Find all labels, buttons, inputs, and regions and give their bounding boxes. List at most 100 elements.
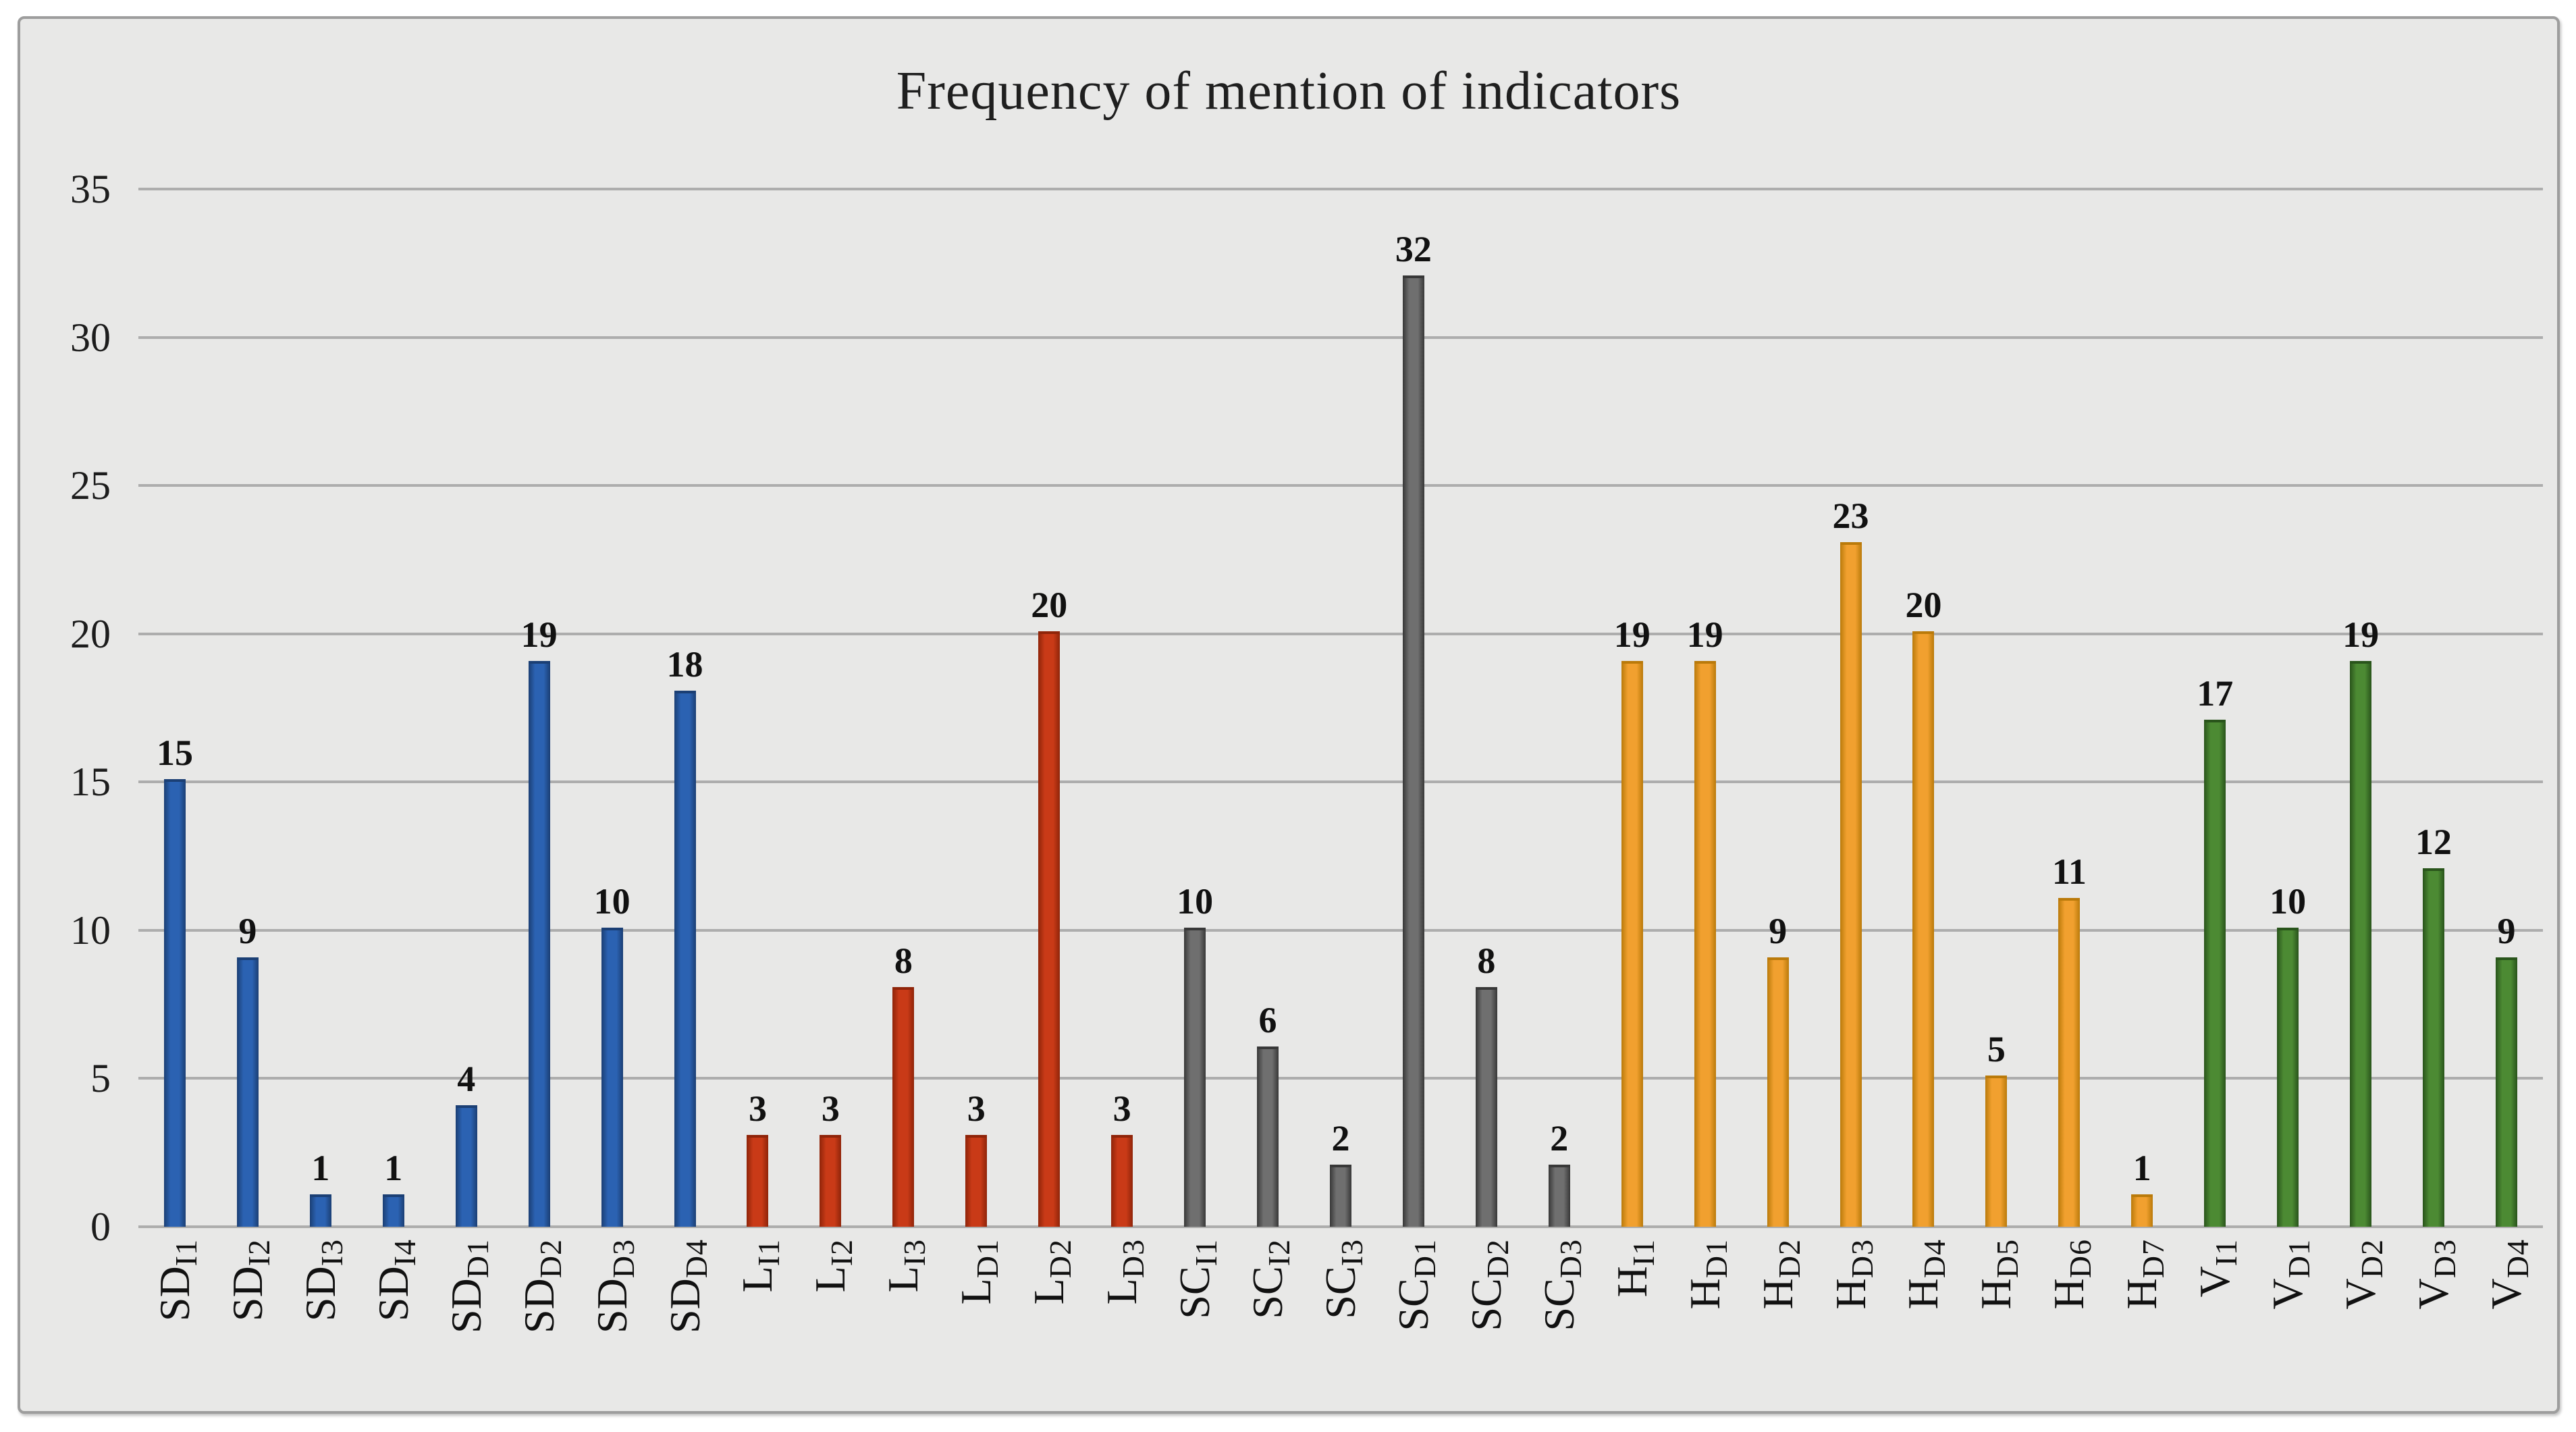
bar-column-HD2: 9 HD2 — [1742, 189, 1815, 1310]
x-label-main: SD — [223, 1266, 271, 1322]
x-label-main: H — [1972, 1278, 2020, 1310]
x-label-subscript: D1 — [2282, 1239, 2317, 1279]
x-label-main: SC — [1534, 1278, 1583, 1331]
x-label-main: SC — [1389, 1278, 1437, 1331]
bar-SCI2 — [1257, 1046, 1279, 1227]
bar-SCD3 — [1548, 1165, 1570, 1227]
x-label-subscript: D2 — [2355, 1239, 2390, 1279]
bar-SDD4 — [674, 690, 696, 1227]
gridline — [138, 928, 2543, 932]
x-label-main: SD — [296, 1266, 344, 1322]
bar-VD1 — [2277, 927, 2299, 1227]
x-label-subscript: I3 — [314, 1239, 349, 1267]
bar-value-label: 5 — [1987, 1029, 2006, 1070]
y-axis-tick-label: 20 — [70, 611, 111, 656]
gridline — [138, 1077, 2543, 1080]
bar-column-SDI2: 9 SDI2 — [211, 189, 284, 1321]
gridline — [138, 1225, 2543, 1228]
x-label-main: H — [2045, 1278, 2093, 1310]
bar-VD4 — [2495, 957, 2517, 1227]
x-label-main: SD — [369, 1266, 417, 1322]
bar-HD2 — [1767, 957, 1789, 1227]
chart-title: Frequency of mention of indicators — [896, 61, 1682, 121]
bar-column-HD4: 20 HD4 — [1887, 189, 1960, 1310]
bar-column-HD1: 19 HD1 — [1669, 189, 1742, 1310]
bar-HD4 — [1912, 631, 1935, 1227]
x-axis-category-label: HI1 — [1608, 1239, 1661, 1398]
x-label-subscript: D7 — [2136, 1239, 2171, 1279]
x-axis-category-label: VD2 — [2336, 1239, 2389, 1398]
x-axis-category-label: LI3 — [879, 1239, 932, 1398]
bar-column-LI1: 3 LI1 — [722, 189, 795, 1292]
x-label-main: SC — [1461, 1278, 1510, 1331]
bar-value-label: 3 — [821, 1088, 840, 1130]
bar-column-VD4: 9 VD4 — [2470, 189, 2543, 1310]
bars-container: 15 SDI1 9 SDI2 1 SDI3 1 SDI4 4 SDD1 19 SDD2 10 SDD3 18… — [138, 189, 2543, 1334]
x-label-subscript: I1 — [168, 1239, 203, 1267]
bar-column-SDD3: 10 SDD3 — [576, 189, 649, 1333]
bar-SDD3 — [601, 927, 623, 1227]
x-axis-category-label: LD2 — [1025, 1239, 1077, 1398]
y-axis-tick-label: 35 — [70, 167, 111, 211]
x-label-subscript: D2 — [1771, 1239, 1806, 1279]
bar-value-label: 19 — [2342, 614, 2380, 655]
bar-column-SCD2: 8 SCD2 — [1450, 189, 1523, 1331]
bar-column-SCD1: 32 SCD1 — [1377, 189, 1450, 1331]
gridline — [138, 188, 2543, 190]
bar-SDI2 — [236, 957, 259, 1227]
x-label-subscript: D2 — [1480, 1239, 1515, 1279]
x-label-subscript: D4 — [2500, 1239, 2535, 1279]
bar-column-SDD4: 18 SDD4 — [649, 189, 722, 1334]
x-label-subscript: D1 — [1698, 1239, 1734, 1279]
bar-value-label: 10 — [2270, 880, 2307, 922]
x-label-subscript: I1 — [1189, 1239, 1224, 1267]
x-axis-category-label: VD4 — [2482, 1239, 2535, 1398]
bar-value-label: 9 — [1769, 910, 1788, 951]
x-axis-category-label: VD1 — [2263, 1239, 2316, 1398]
bar-value-label: 19 — [520, 614, 558, 655]
x-label-main: L — [1025, 1278, 1073, 1305]
x-label-subscript: D2 — [1043, 1239, 1078, 1279]
x-axis-category-label: HD6 — [2045, 1239, 2097, 1398]
x-axis-category-label: SDI4 — [369, 1239, 422, 1398]
x-label-main: L — [733, 1266, 782, 1293]
bar-HD6 — [2058, 897, 2081, 1227]
bar-value-label: 18 — [666, 643, 703, 685]
x-label-subscript: I2 — [824, 1239, 859, 1267]
bar-column-LI3: 8 LI3 — [867, 189, 940, 1293]
bar-HI1 — [1621, 660, 1643, 1227]
bar-column-SDD1: 4 SDD1 — [430, 189, 503, 1333]
x-axis-category-label: SCD2 — [1461, 1239, 1515, 1398]
bar-value-label: 12 — [2415, 822, 2452, 863]
gridline — [138, 484, 2543, 487]
bar-value-label: 1 — [311, 1148, 330, 1189]
x-axis-category-label: HD5 — [1972, 1239, 2024, 1398]
x-axis-category-label: SDD3 — [588, 1239, 641, 1398]
bar-value-label: 2 — [1331, 1118, 1350, 1159]
x-axis-category-label: SCD1 — [1389, 1239, 1442, 1398]
x-label-main: SD — [514, 1278, 563, 1334]
bar-column-LD3: 3 LD3 — [1085, 189, 1158, 1304]
x-label-subscript: D2 — [533, 1239, 568, 1279]
x-label-subscript: I3 — [897, 1239, 932, 1267]
bar-value-label: 4 — [457, 1059, 476, 1100]
gridline — [138, 632, 2543, 635]
bar-VD2 — [2350, 660, 2372, 1227]
x-label-main: L — [1098, 1278, 1146, 1305]
x-label-main: H — [1753, 1278, 1802, 1310]
bar-column-LI2: 3 LI2 — [794, 189, 867, 1292]
bar-LI3 — [892, 986, 915, 1227]
x-label-subscript: D6 — [2063, 1239, 2098, 1279]
x-label-subscript: D3 — [2427, 1239, 2463, 1279]
x-axis-category-label: HD3 — [1827, 1239, 1879, 1398]
x-axis-category-label: VD3 — [2409, 1239, 2462, 1398]
x-label-main: V — [2191, 1266, 2239, 1298]
bar-value-label: 19 — [1613, 614, 1651, 655]
x-axis-category-label: VI1 — [2191, 1239, 2243, 1398]
bar-value-label: 19 — [1686, 614, 1723, 655]
bar-HD5 — [1985, 1076, 2008, 1227]
bar-LD3 — [1111, 1135, 1133, 1227]
bar-value-label: 3 — [967, 1088, 986, 1130]
x-axis-category-label: SDD1 — [442, 1239, 495, 1398]
bar-column-SDI4: 1 SDI4 — [357, 189, 430, 1321]
